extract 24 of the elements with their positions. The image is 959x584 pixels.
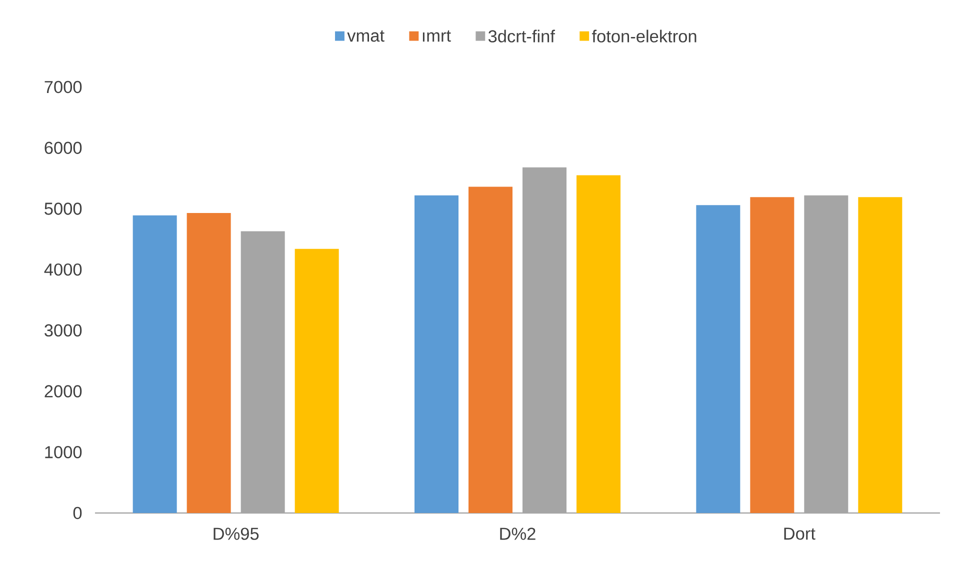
bar [696, 205, 740, 513]
y-tick-label: 5000 [44, 202, 82, 215]
bar [186, 212, 231, 513]
bar [858, 197, 902, 513]
legend-label: 3dcrt-finf [488, 30, 556, 42]
bar [132, 215, 177, 513]
x-tick-label: D%2 [500, 528, 536, 540]
bar [576, 175, 621, 513]
y-tick-label: 0 [73, 506, 82, 520]
bar [750, 197, 794, 513]
y-tick-label: 7000 [44, 80, 82, 94]
y-tick-label: 3000 [44, 324, 82, 337]
y-tick-label: 4000 [44, 263, 82, 276]
bar [294, 248, 339, 513]
legend-label: vmat [347, 30, 384, 42]
y-tick-label: 6000 [44, 142, 82, 154]
y-tick-label: 2000 [44, 385, 82, 398]
y-tick-label: 1000 [45, 446, 82, 458]
legend-label: foton-elektron [592, 30, 696, 42]
x-tick-label: Dort [784, 528, 816, 540]
legend-label: ımrt [422, 30, 451, 42]
bar [414, 195, 458, 513]
x-tick-label: D%95 [214, 528, 259, 540]
bar [468, 186, 512, 513]
